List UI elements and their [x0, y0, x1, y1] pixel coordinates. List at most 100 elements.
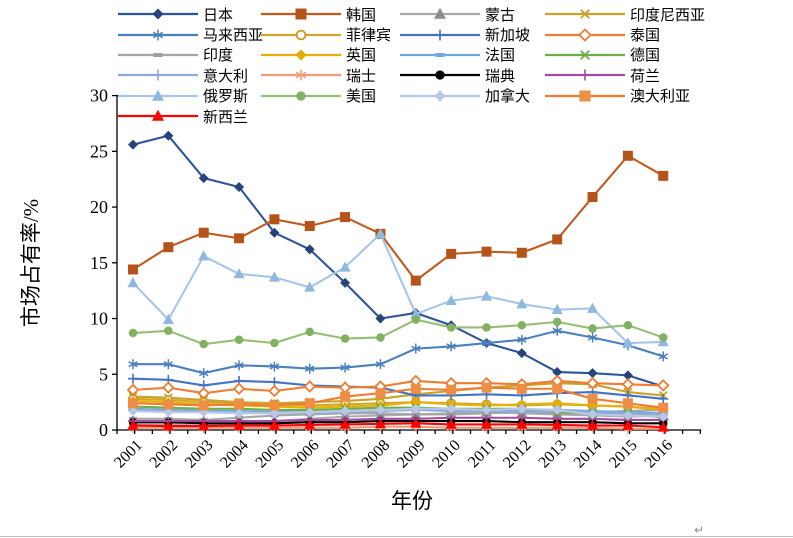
legend-label-usa: 美国 [346, 89, 377, 106]
legend-label-japan: 日本 [203, 7, 234, 24]
svg-text:2004: 2004 [217, 437, 252, 472]
svg-text:20: 20 [90, 197, 108, 217]
diamond-marker-icon [261, 49, 341, 61]
legend-label-netherlands: 荷兰 [630, 68, 661, 85]
asterisk-marker-icon [118, 29, 198, 41]
legend-item-switzerland: 瑞士 [260, 65, 399, 85]
legend-item-philippines: 菲律宾 [260, 24, 399, 44]
legend-item-india: 印度 [117, 45, 260, 65]
series-japan [128, 130, 669, 392]
legend-label-italy: 意大利 [203, 68, 249, 85]
series-thailand [126, 374, 670, 400]
svg-text:2013: 2013 [535, 437, 570, 472]
legend-label-malaysia: 马来西亚 [203, 28, 264, 45]
diamond-marker-icon [118, 8, 198, 20]
asterisk-marker-icon [261, 69, 341, 81]
svg-text:2012: 2012 [500, 437, 535, 472]
chart-legend: 日本 韩国 蒙古 印度尼西亚马来西亚 菲律宾 新加坡 泰国印度 英国 法国 德国意大利 瑞士 瑞典 荷兰… [117, 4, 717, 126]
legend-label-india: 印度 [203, 48, 234, 65]
legend-item-sweden: 瑞典 [399, 65, 544, 85]
svg-text:10: 10 [90, 309, 108, 329]
legend-label-korea: 韩国 [346, 7, 377, 24]
legend-item-australia: 澳大利亚 [544, 86, 704, 106]
svg-text:2008: 2008 [359, 437, 394, 472]
svg-text:0: 0 [99, 420, 108, 440]
svg-text:30: 30 [90, 86, 108, 106]
diamond-open-marker-icon [545, 27, 625, 42]
legend-item-korea: 韩国 [260, 4, 399, 24]
triangle-marker-icon [118, 89, 198, 101]
legend-item-uk: 英国 [260, 45, 399, 65]
x-axis-title: 年份 [391, 489, 433, 513]
x-axis-tick-labels: 2001 2002 2003 2004 2005 2006 2007 2008 2009 2010… [111, 437, 676, 472]
svg-text:15: 15 [90, 253, 108, 273]
legend-item-thailand: 泰国 [544, 24, 704, 44]
svg-text:5: 5 [99, 364, 108, 384]
legend-item-new_zealand: 新西兰 [117, 106, 260, 126]
y-axis-title: 市场占有率/% [19, 199, 43, 327]
circle-open-marker-icon [261, 29, 341, 40]
legend-label-philippines: 菲律宾 [346, 28, 392, 45]
triangle-marker-icon [400, 7, 480, 19]
svg-text:2015: 2015 [606, 437, 641, 472]
chart-frame[interactable]: 市场占有率/% 年份 0 5 10 15 20 25 30 2001 2002 2003 2004 2… [0, 0, 793, 525]
svg-text:2009: 2009 [394, 437, 429, 472]
svg-text:2007: 2007 [323, 437, 358, 472]
svg-text:2010: 2010 [429, 437, 464, 472]
legend-item-germany: 德国 [544, 45, 704, 65]
plus-marker-icon [118, 69, 198, 81]
square-marker-icon [261, 8, 341, 20]
legend-label-thailand: 泰国 [630, 28, 661, 45]
svg-text:2014: 2014 [571, 437, 606, 472]
plus-marker-icon [545, 69, 625, 81]
svg-text:2006: 2006 [288, 437, 323, 472]
y-axis-tick-labels: 0 5 10 15 20 25 30 [90, 86, 108, 440]
legend-item-indonesia: 印度尼西亚 [544, 4, 706, 24]
legend-label-canada: 加拿大 [485, 89, 531, 106]
svg-text:2011: 2011 [465, 437, 499, 471]
legend-item-usa: 美国 [260, 86, 399, 106]
series-malaysia [128, 325, 668, 379]
series-new_zealand [127, 417, 669, 432]
document-bottom-border: ↵ [0, 523, 793, 537]
series-korea [128, 150, 669, 286]
legend-item-mongolia: 蒙古 [399, 4, 544, 24]
x-marker-icon [545, 50, 625, 60]
legend-item-netherlands: 荷兰 [544, 65, 704, 85]
legend-label-mongolia: 蒙古 [485, 7, 516, 24]
axes [112, 94, 702, 434]
svg-text:25: 25 [90, 141, 108, 161]
diamond-marker-icon [400, 90, 480, 102]
svg-text:2016: 2016 [641, 437, 676, 472]
series-usa [128, 315, 668, 349]
square-marker-icon [545, 90, 625, 102]
legend-label-switzerland: 瑞士 [346, 68, 377, 85]
legend-label-singapore: 新加坡 [485, 28, 531, 45]
legend-label-sweden: 瑞典 [485, 68, 516, 85]
svg-text:2001: 2001 [111, 437, 146, 472]
circle-marker-icon [400, 70, 480, 81]
legend-item-japan: 日本 [117, 4, 260, 24]
svg-text:2003: 2003 [182, 437, 217, 472]
triangle-marker-icon [118, 109, 198, 121]
legend-label-indonesia: 印度尼西亚 [630, 7, 706, 24]
legend-item-russia: 俄罗斯 [117, 86, 260, 106]
svg-text:2005: 2005 [253, 437, 288, 472]
legend-item-canada: 加拿大 [399, 86, 544, 106]
svg-text:2002: 2002 [147, 437, 182, 472]
x-marker-icon [545, 9, 625, 20]
legend-label-germany: 德国 [630, 48, 661, 65]
legend-label-uk: 英国 [346, 48, 377, 65]
circle-marker-icon [261, 91, 341, 101]
legend-label-new_zealand: 新西兰 [203, 109, 249, 126]
legend-item-france: 法国 [399, 45, 544, 65]
paragraph-return-mark: ↵ [694, 523, 705, 537]
dash-marker-icon [400, 52, 480, 57]
legend-label-australia: 澳大利亚 [630, 89, 691, 106]
legend-item-italy: 意大利 [117, 65, 260, 85]
legend-item-singapore: 新加坡 [399, 24, 544, 44]
dash-marker-icon [118, 52, 198, 57]
legend-item-malaysia: 马来西亚 [117, 24, 264, 45]
